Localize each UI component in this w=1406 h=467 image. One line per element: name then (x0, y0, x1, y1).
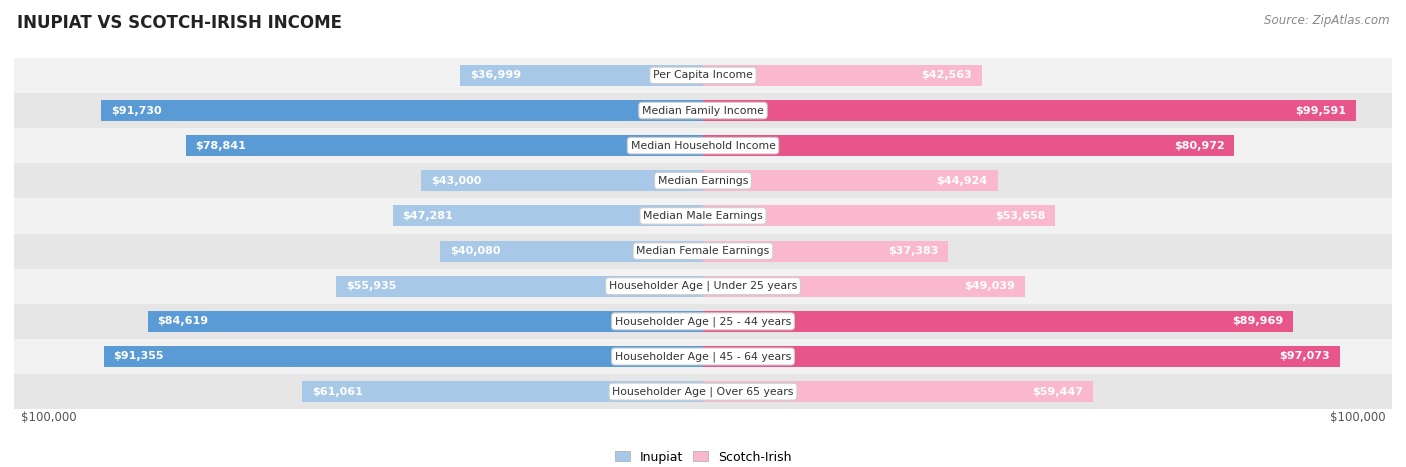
Text: $36,999: $36,999 (470, 71, 522, 80)
Bar (703, 135, 1234, 156)
Text: Median Earnings: Median Earnings (658, 176, 748, 186)
Text: Median Male Earnings: Median Male Earnings (643, 211, 763, 221)
Text: Householder Age | Under 25 years: Householder Age | Under 25 years (609, 281, 797, 291)
Bar (104, 346, 703, 367)
Text: $97,073: $97,073 (1279, 352, 1330, 361)
Bar (336, 276, 703, 297)
Text: $47,281: $47,281 (402, 211, 454, 221)
Text: $59,447: $59,447 (1032, 387, 1083, 396)
Bar (392, 205, 703, 226)
Bar (703, 381, 1092, 402)
Bar (14, 234, 1392, 269)
Bar (14, 93, 1392, 128)
Bar (14, 374, 1392, 409)
Bar (302, 381, 703, 402)
Text: $100,000: $100,000 (1330, 411, 1385, 424)
Text: Median Family Income: Median Family Income (643, 106, 763, 115)
Text: $53,658: $53,658 (994, 211, 1045, 221)
Bar (14, 163, 1392, 198)
Bar (460, 65, 703, 86)
Text: Median Household Income: Median Household Income (630, 141, 776, 151)
Text: $99,591: $99,591 (1295, 106, 1347, 115)
Bar (703, 100, 1357, 121)
Text: $40,080: $40,080 (450, 246, 501, 256)
Text: $43,000: $43,000 (430, 176, 481, 186)
Text: $55,935: $55,935 (346, 281, 396, 291)
Text: INUPIAT VS SCOTCH-IRISH INCOME: INUPIAT VS SCOTCH-IRISH INCOME (17, 14, 342, 32)
Bar (14, 269, 1392, 304)
Bar (440, 241, 703, 262)
Bar (14, 128, 1392, 163)
Bar (703, 311, 1294, 332)
Text: $78,841: $78,841 (195, 141, 246, 151)
Text: $61,061: $61,061 (312, 387, 363, 396)
Bar (703, 65, 983, 86)
Text: Per Capita Income: Per Capita Income (652, 71, 754, 80)
Text: $91,730: $91,730 (111, 106, 162, 115)
Legend: Inupiat, Scotch-Irish: Inupiat, Scotch-Irish (610, 446, 796, 467)
Text: Median Female Earnings: Median Female Earnings (637, 246, 769, 256)
Text: $49,039: $49,039 (965, 281, 1015, 291)
Bar (14, 304, 1392, 339)
Bar (703, 276, 1025, 297)
Text: $89,969: $89,969 (1232, 316, 1284, 326)
Text: $91,355: $91,355 (114, 352, 165, 361)
Text: Householder Age | Over 65 years: Householder Age | Over 65 years (612, 386, 794, 397)
Bar (420, 170, 703, 191)
Text: Householder Age | 25 - 44 years: Householder Age | 25 - 44 years (614, 316, 792, 326)
Bar (14, 339, 1392, 374)
Text: $80,972: $80,972 (1174, 141, 1225, 151)
Text: $100,000: $100,000 (21, 411, 76, 424)
Bar (101, 100, 703, 121)
Bar (703, 346, 1340, 367)
Text: $37,383: $37,383 (889, 246, 938, 256)
Bar (148, 311, 703, 332)
Bar (703, 205, 1054, 226)
Text: Householder Age | 45 - 64 years: Householder Age | 45 - 64 years (614, 351, 792, 362)
Bar (703, 170, 998, 191)
Text: Source: ZipAtlas.com: Source: ZipAtlas.com (1264, 14, 1389, 27)
Text: $44,924: $44,924 (936, 176, 988, 186)
Bar (14, 58, 1392, 93)
Bar (14, 198, 1392, 234)
Text: $42,563: $42,563 (922, 71, 973, 80)
Bar (703, 241, 948, 262)
Bar (186, 135, 703, 156)
Text: $84,619: $84,619 (157, 316, 208, 326)
